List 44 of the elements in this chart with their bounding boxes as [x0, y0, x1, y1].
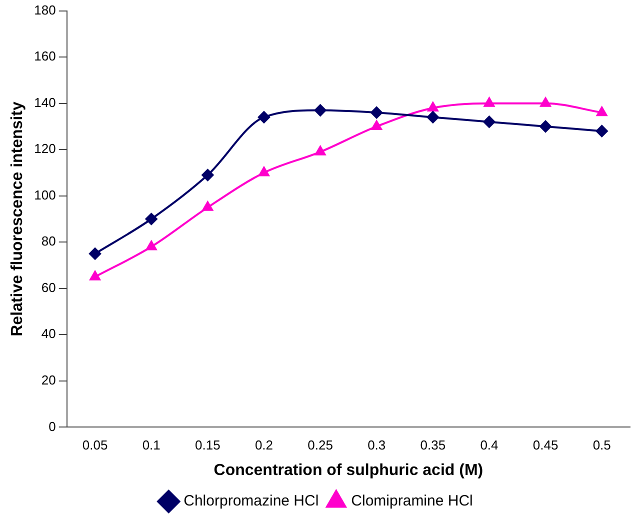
y-tick-label: 120	[34, 141, 56, 156]
x-tick-label: 0.2	[254, 438, 274, 453]
point	[258, 111, 270, 124]
point	[596, 125, 608, 138]
x-tick-label: 0.5	[592, 438, 611, 453]
x-tick-label: 0.3	[368, 438, 386, 453]
x-tick-label: 0.4	[480, 438, 498, 453]
point	[314, 104, 326, 116]
point	[258, 166, 270, 176]
point	[540, 97, 551, 107]
legend-label: Chlorpromazine HCl	[184, 492, 319, 510]
point	[314, 146, 326, 156]
y-tick-label: 160	[34, 48, 56, 64]
point	[202, 169, 214, 182]
point	[202, 201, 213, 211]
y-tick-label: 100	[34, 187, 56, 202]
point	[89, 248, 102, 260]
y-tick-label: 60	[41, 280, 56, 295]
legend-label: Clomipramine HCl	[351, 492, 473, 510]
y-tick-label: 40	[41, 326, 56, 342]
x-tick-label: 0.05	[82, 438, 108, 453]
y-tick-label: 80	[41, 234, 56, 249]
point	[90, 270, 100, 280]
x-tick-label: 0.25	[308, 438, 333, 453]
point	[371, 120, 382, 130]
point	[145, 213, 158, 225]
x-tick-label: 0.15	[195, 438, 220, 453]
x-tick-label: 0.35	[420, 438, 446, 453]
point	[428, 102, 438, 112]
point	[483, 116, 496, 128]
y-tick-label: 140	[34, 94, 56, 110]
point	[540, 120, 552, 132]
x-axis-title: Concentration of sulphuric acid (M)	[214, 462, 484, 479]
point	[484, 97, 495, 107]
y-axis-title: Relative fluorescence intensity	[9, 102, 26, 336]
y-tick-label: 180	[34, 2, 56, 18]
y-tick-label: 20	[41, 372, 56, 388]
x-tick-label: 0.45	[532, 438, 558, 453]
point	[370, 106, 383, 119]
point	[426, 111, 439, 124]
point	[596, 106, 608, 116]
y-tick-label: 0	[48, 418, 56, 434]
point	[146, 240, 157, 250]
x-tick-label: 0.1	[142, 438, 160, 453]
